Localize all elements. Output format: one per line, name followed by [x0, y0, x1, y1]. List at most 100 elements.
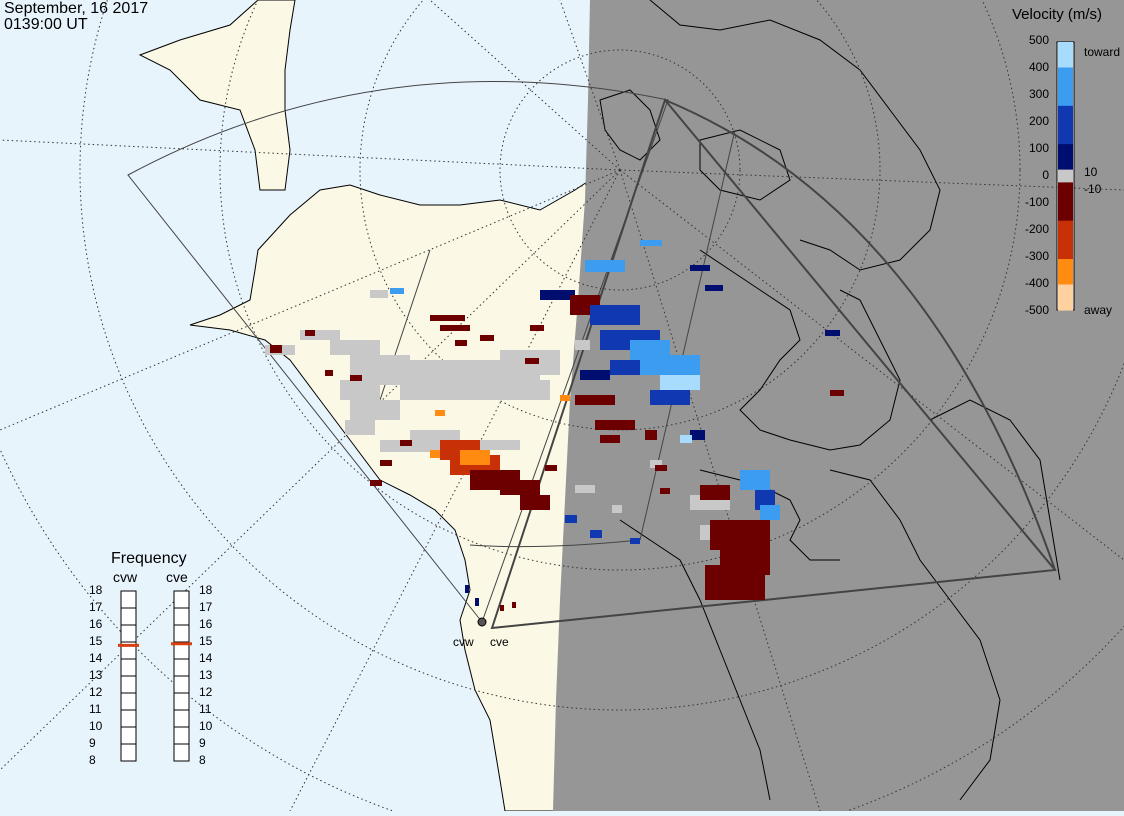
frequency-radar-b-label: cve	[166, 569, 188, 585]
velocity-cell	[640, 355, 700, 375]
velocity-colorbar-segment	[1058, 246, 1073, 260]
velocity-cell	[525, 358, 539, 364]
velocity-cell	[705, 565, 765, 600]
frequency-tick: 15	[89, 634, 103, 648]
velocity-colorbar-segment	[1058, 259, 1073, 273]
velocity-away-label: away	[1084, 303, 1113, 317]
frequency-tick: 12	[89, 685, 103, 699]
velocity-cell	[595, 420, 635, 430]
velocity-colorbar-segment	[1058, 42, 1073, 56]
velocity-cell	[480, 335, 494, 341]
frequency-tick: 14	[89, 651, 103, 665]
velocity-cell	[580, 370, 610, 380]
frequency-tick: 8	[89, 753, 96, 767]
velocity-colorbar-segment	[1058, 195, 1073, 209]
frequency-tick: 9	[199, 736, 206, 750]
velocity-cell	[305, 330, 315, 336]
velocity-cell	[740, 470, 770, 490]
velocity-cell	[465, 585, 469, 593]
velocity-cell	[430, 315, 465, 321]
groundscatter-cell	[500, 350, 560, 362]
velocity-cell	[475, 598, 479, 606]
frequency-tick: 17	[89, 600, 103, 614]
velocity-inner-tick: 10	[1084, 165, 1098, 179]
velocity-colorbar-segment	[1058, 297, 1073, 311]
frequency-tick: 16	[89, 617, 103, 631]
frequency-tick: 10	[89, 719, 103, 733]
velocity-cell	[825, 330, 840, 336]
groundscatter-cell	[410, 430, 460, 440]
velocity-cell	[530, 325, 544, 331]
velocity-tick: 500	[1028, 33, 1049, 47]
velocity-colorbar-segment	[1058, 207, 1073, 222]
velocity-cell	[600, 435, 620, 443]
velocity-cell	[500, 605, 504, 611]
frequency-tick: 18	[89, 583, 103, 597]
velocity-cell	[430, 450, 440, 458]
velocity-cell	[705, 285, 723, 291]
velocity-colorbar-segment	[1058, 144, 1073, 158]
velocity-cell	[460, 450, 490, 465]
velocity-cell	[760, 505, 780, 520]
velocity-cell	[380, 460, 392, 466]
velocity-colorbar-segment	[1058, 118, 1073, 132]
velocity-tick: -100	[1024, 195, 1049, 209]
velocity-colorbar-segment	[1058, 182, 1073, 196]
frequency-tick: 18	[199, 583, 213, 597]
velocity-cell	[575, 395, 615, 405]
velocity-cell	[655, 465, 667, 471]
frequency-radar-a-label: cvw	[113, 569, 138, 585]
velocity-cell	[650, 390, 690, 405]
groundscatter-cell	[300, 330, 340, 340]
velocity-cell	[270, 345, 282, 353]
velocity-legend-title: Velocity (m/s)	[1012, 6, 1103, 23]
velocity-colorbar-segment	[1058, 220, 1073, 235]
velocity-tick: 100	[1028, 141, 1049, 155]
groundscatter-cell	[575, 485, 595, 493]
velocity-cell	[640, 240, 662, 246]
groundscatter-cell	[345, 420, 375, 435]
groundscatter-cell	[370, 290, 388, 298]
groundscatter-cell	[330, 340, 380, 355]
frequency-bar-cve	[171, 590, 192, 762]
velocity-colorbar-segment	[1058, 93, 1073, 107]
frequency-tick: 15	[199, 634, 213, 648]
velocity-cell	[440, 325, 470, 331]
velocity-cell	[390, 288, 404, 294]
groundscatter-cell	[612, 505, 622, 513]
velocity-toward-label: toward	[1084, 45, 1121, 59]
groundscatter-cell	[575, 340, 590, 350]
velocity-cells	[270, 240, 844, 611]
groundscatter-cell	[340, 380, 380, 400]
radar-label-cve: cve	[490, 635, 509, 649]
velocity-cell	[540, 290, 575, 300]
velocity-tick: -400	[1024, 276, 1049, 290]
groundscatter-cell	[350, 400, 400, 420]
radar-fov-cvw	[127, 81, 669, 623]
velocity-colorbar-segment	[1058, 67, 1073, 81]
frequency-tick: 10	[199, 719, 213, 733]
frequency-tick: 8	[199, 753, 206, 767]
time-label: 0139:00 UT	[4, 16, 88, 33]
velocity-cell	[350, 375, 362, 381]
velocity-tick: 400	[1028, 60, 1049, 74]
velocity-cell	[590, 530, 602, 538]
velocity-tick: -300	[1024, 249, 1049, 263]
velocity-tick: -500	[1024, 303, 1049, 317]
frequency-tick: 13	[89, 668, 103, 682]
velocity-colorbar-segment	[1058, 54, 1073, 69]
velocity-cell	[565, 515, 577, 523]
frequency-bar-cvw	[118, 590, 139, 762]
velocity-cell	[585, 260, 625, 272]
velocity-cell	[512, 602, 516, 608]
velocity-colorbar	[1056, 41, 1075, 311]
velocity-cell	[560, 395, 570, 401]
radar-site-marker	[477, 617, 487, 627]
frequency-tick: 14	[199, 651, 213, 665]
velocity-tick: -200	[1024, 222, 1049, 236]
date-label: September, 16 2017	[4, 0, 149, 17]
velocity-cell	[545, 465, 557, 471]
